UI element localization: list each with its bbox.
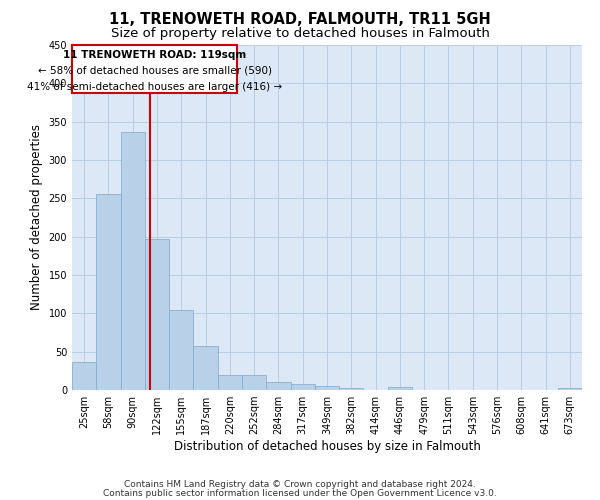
Text: Contains public sector information licensed under the Open Government Licence v3: Contains public sector information licen… [103,488,497,498]
Bar [169,310,193,390]
Bar [339,388,364,390]
Bar [242,376,266,390]
Text: 11 TRENOWETH ROAD: 119sqm: 11 TRENOWETH ROAD: 119sqm [63,50,246,60]
Text: Size of property relative to detached houses in Falmouth: Size of property relative to detached ho… [110,28,490,40]
Text: Contains HM Land Registry data © Crown copyright and database right 2024.: Contains HM Land Registry data © Crown c… [124,480,476,489]
Bar [290,384,315,390]
Bar [193,346,218,390]
Bar [218,374,242,390]
Bar [72,362,96,390]
Text: 11, TRENOWETH ROAD, FALMOUTH, TR11 5GH: 11, TRENOWETH ROAD, FALMOUTH, TR11 5GH [109,12,491,28]
Text: ← 58% of detached houses are smaller (590): ← 58% of detached houses are smaller (59… [38,66,272,76]
Y-axis label: Number of detached properties: Number of detached properties [30,124,43,310]
Bar [145,239,169,390]
FancyBboxPatch shape [72,45,237,92]
Text: 41% of semi-detached houses are larger (416) →: 41% of semi-detached houses are larger (… [27,82,282,92]
Bar [558,388,582,390]
Bar [315,386,339,390]
X-axis label: Distribution of detached houses by size in Falmouth: Distribution of detached houses by size … [173,440,481,453]
Bar [266,382,290,390]
Bar [96,194,121,390]
Bar [121,132,145,390]
Bar [388,387,412,390]
